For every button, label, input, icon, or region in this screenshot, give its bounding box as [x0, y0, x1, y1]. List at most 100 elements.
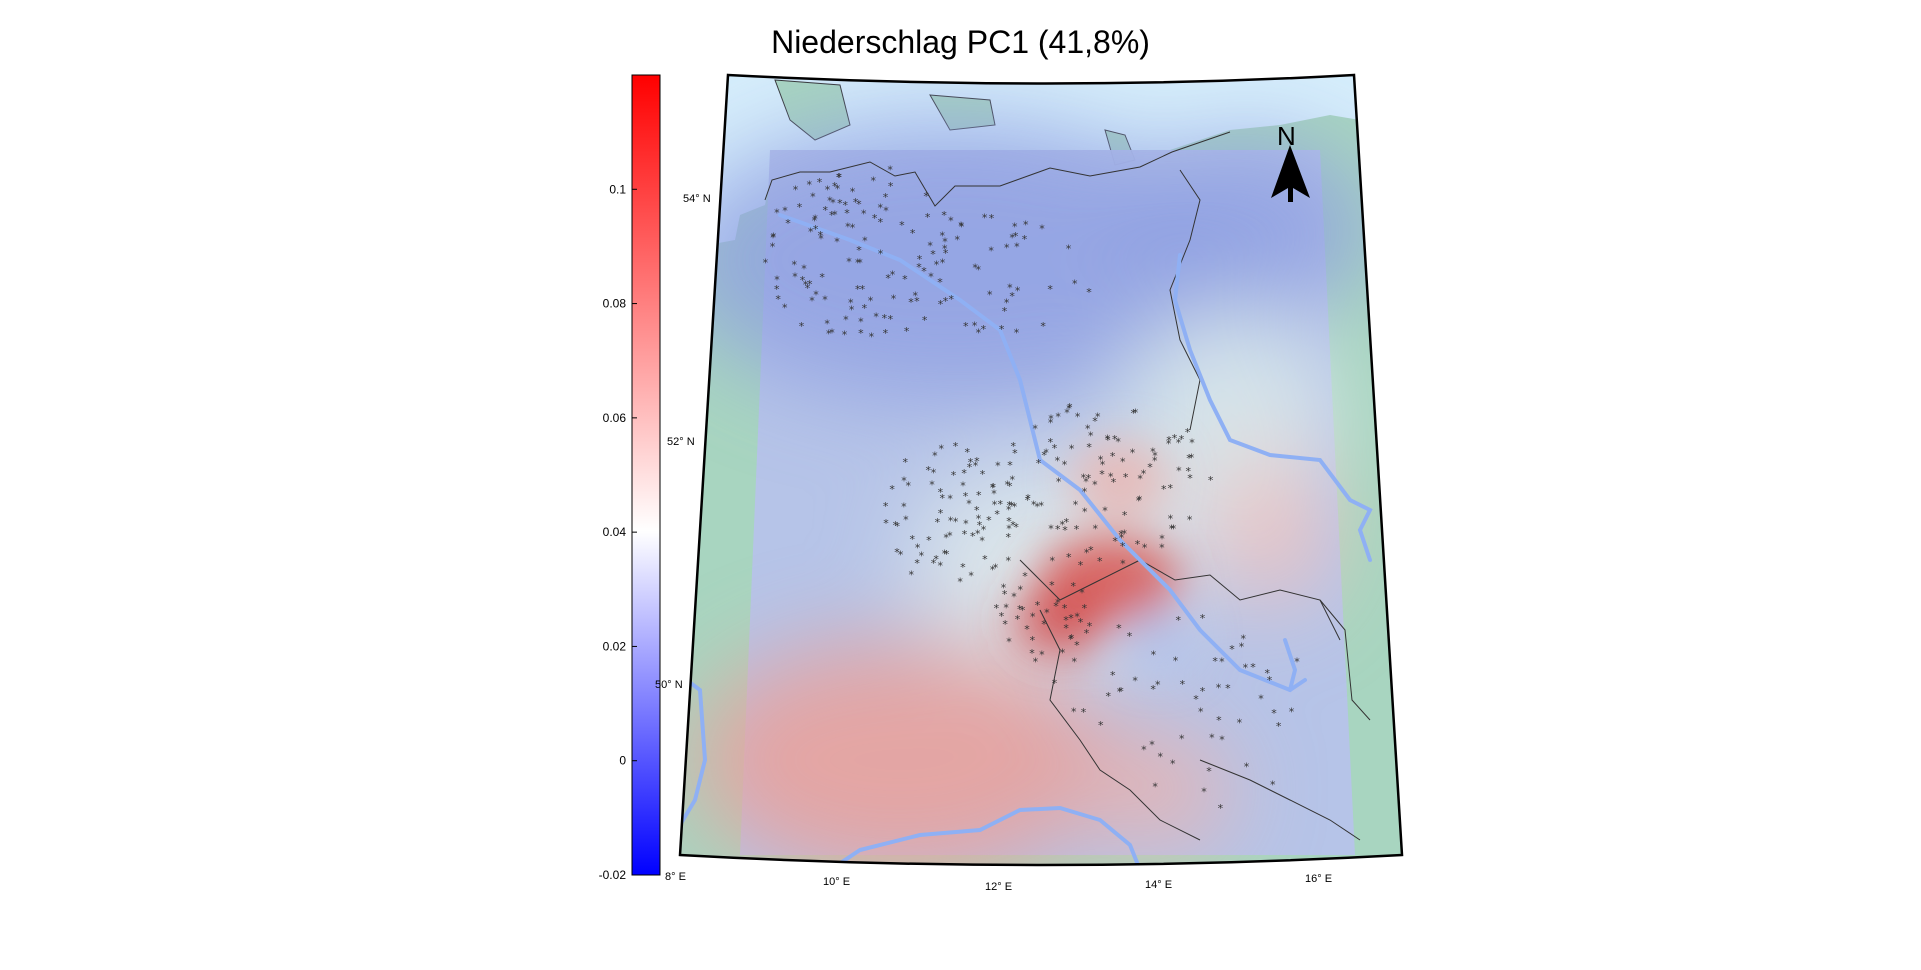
station-marker: *: [910, 227, 916, 240]
station-marker: *: [1047, 283, 1053, 296]
station-marker: *: [982, 553, 988, 566]
station-marker: *: [947, 492, 953, 505]
station-marker: *: [925, 211, 931, 224]
station-marker: *: [1007, 281, 1013, 294]
station-marker: *: [1086, 472, 1092, 485]
field-red-east: [1210, 450, 1330, 610]
station-marker: *: [1098, 453, 1104, 466]
station-marker: *: [1187, 472, 1193, 485]
station-marker: *: [1014, 327, 1020, 340]
station-marker: *: [1102, 505, 1108, 518]
station-marker: *: [1048, 522, 1054, 535]
field-red-core2: [1015, 585, 1105, 655]
field-red-south: [1090, 730, 1230, 850]
station-marker: *: [826, 328, 832, 341]
station-marker: *: [888, 180, 894, 193]
station-marker: *: [810, 191, 816, 204]
station-marker: *: [1055, 411, 1061, 424]
station-marker: *: [986, 514, 992, 527]
station-marker: *: [903, 456, 909, 469]
station-marker: *: [994, 508, 1000, 521]
station-marker: *: [830, 196, 836, 209]
station-marker: *: [943, 532, 949, 545]
station-marker: *: [1081, 472, 1087, 485]
colorbar-tick-label: 0: [619, 754, 626, 768]
station-marker: *: [1062, 524, 1068, 537]
station-marker: *: [1006, 504, 1012, 517]
station-marker: *: [927, 240, 933, 253]
station-marker: *: [1216, 714, 1222, 727]
station-marker: *: [878, 216, 884, 229]
station-marker: *: [1007, 480, 1013, 493]
station-marker: *: [837, 197, 843, 210]
station-marker: *: [822, 294, 828, 307]
station-marker: *: [1010, 473, 1016, 486]
station-marker: *: [858, 327, 864, 340]
station-marker: *: [888, 313, 894, 326]
station-marker: *: [942, 547, 948, 560]
station-marker: *: [923, 190, 929, 203]
station-marker: *: [928, 270, 934, 283]
station-marker: *: [1084, 627, 1090, 640]
station-marker: *: [951, 469, 957, 482]
station-marker: *: [825, 183, 831, 196]
station-marker: *: [1110, 450, 1116, 463]
station-marker: *: [975, 527, 981, 540]
colorbar-tick-label: 0.04: [603, 525, 627, 539]
station-marker: *: [883, 205, 889, 218]
station-marker: *: [1229, 643, 1235, 656]
station-marker: *: [961, 467, 967, 480]
station-marker: *: [1141, 743, 1147, 756]
station-marker: *: [842, 328, 848, 341]
station-marker: *: [1025, 494, 1031, 507]
station-marker: *: [970, 530, 976, 543]
station-marker: *: [932, 449, 938, 462]
station-marker: *: [887, 164, 893, 177]
station-marker: *: [1166, 437, 1172, 450]
station-marker: *: [770, 241, 776, 254]
station-marker: *: [942, 236, 948, 249]
station-marker: *: [809, 295, 815, 308]
station-marker: *: [953, 516, 959, 529]
station-marker: *: [938, 486, 944, 499]
station-marker: *: [774, 273, 780, 286]
station-marker: *: [1082, 485, 1088, 498]
colorbar-tick-label: 0.06: [603, 411, 627, 425]
station-marker: *: [1013, 230, 1019, 243]
station-marker: *: [1271, 707, 1277, 720]
station-marker: *: [1152, 781, 1158, 794]
station-marker: *: [904, 325, 910, 338]
station-marker: *: [882, 312, 888, 325]
station-marker: *: [914, 295, 920, 308]
station-marker: *: [1030, 634, 1036, 647]
station-marker: *: [1150, 683, 1156, 696]
station-marker: *: [1294, 655, 1300, 668]
border-center: [1019, 559, 1341, 641]
station-marker: *: [836, 171, 842, 184]
field-red-sw: [690, 640, 1110, 865]
station-marker: *: [990, 563, 996, 576]
station-marker: *: [1032, 422, 1038, 435]
station-marker: *: [883, 191, 889, 204]
station-marker: *: [1131, 407, 1137, 420]
station-marker: *: [1092, 415, 1098, 428]
station-marker: *: [1097, 555, 1103, 568]
station-marker: *: [988, 244, 994, 257]
station-marker: *: [1044, 607, 1050, 620]
station-marker: *: [799, 320, 805, 333]
station-marker: *: [992, 498, 998, 511]
station-marker: *: [1002, 618, 1008, 631]
station-marker: *: [1151, 648, 1157, 661]
station-marker: *: [943, 247, 949, 260]
station-marker: *: [999, 610, 1005, 623]
station-marker: *: [858, 315, 864, 328]
station-marker: *: [862, 234, 868, 247]
station-marker: *: [1137, 493, 1143, 506]
station-marker: *: [1012, 500, 1018, 513]
station-marker: *: [1155, 679, 1161, 692]
station-marker: *: [1186, 452, 1192, 465]
station-marker: *: [832, 180, 838, 193]
station-marker: *: [1020, 604, 1026, 617]
station-marker: *: [1015, 284, 1021, 297]
station-marker: *: [962, 528, 968, 541]
